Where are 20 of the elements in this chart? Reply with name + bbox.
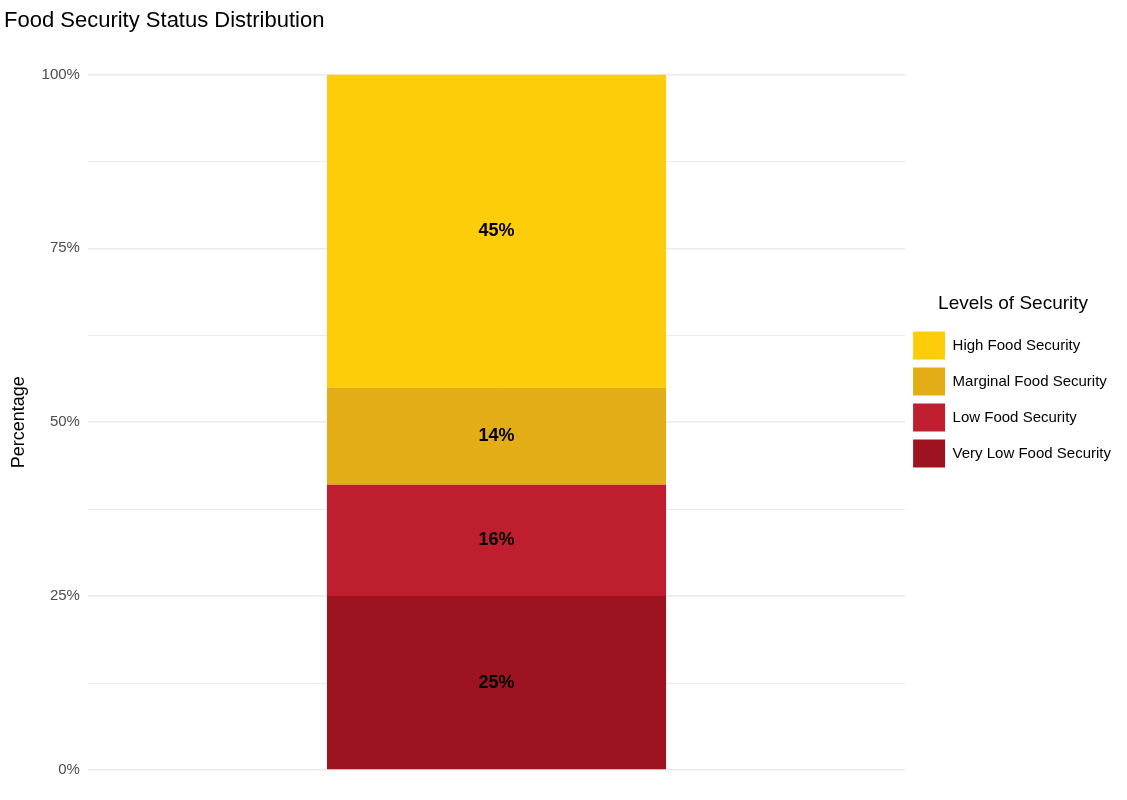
legend-label: Low Food Security: [952, 407, 1078, 425]
y-tick-label: 25%: [49, 586, 80, 604]
y-axis-title: Percentage: [7, 376, 28, 469]
legend-label: Marginal Food Security: [952, 371, 1108, 389]
y-tick-label: 75%: [49, 238, 80, 256]
legend-title: Levels of Security: [938, 292, 1089, 314]
y-tick-label: 100%: [41, 64, 80, 82]
bar: [326, 484, 667, 597]
y-tick-label: 50%: [49, 412, 80, 430]
y-tick-label: 0%: [58, 760, 80, 778]
bar: [326, 74, 667, 388]
data-label: 16%: [478, 529, 515, 550]
data-label: 14%: [478, 425, 515, 446]
data-label: 25%: [478, 671, 515, 692]
bar: [326, 596, 667, 770]
chart-title: Food Security Status Distribution: [4, 7, 325, 33]
data-label: 45%: [478, 219, 515, 240]
bar: [326, 387, 667, 485]
legend-label: Very Low Food Security: [952, 443, 1112, 461]
legend-label: High Food Security: [952, 335, 1081, 353]
